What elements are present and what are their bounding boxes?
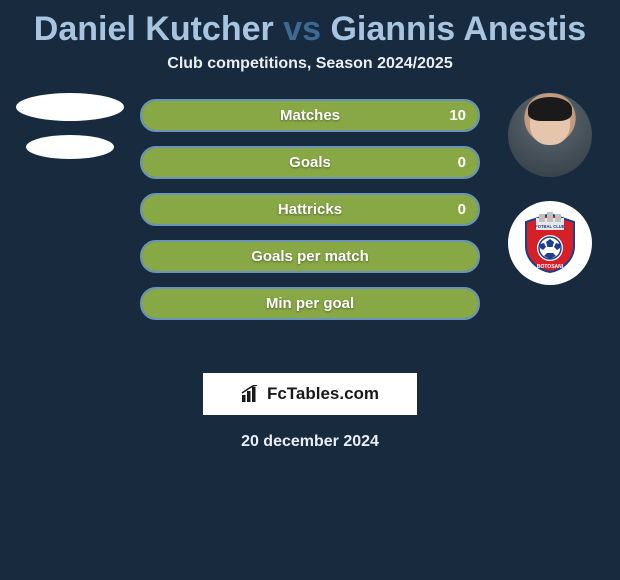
player1-name: Daniel Kutcher xyxy=(34,10,274,48)
stat-bars: Matches 10 Goals 0 Hattricks 0 Goals per… xyxy=(140,99,480,320)
stat-value-right: 0 xyxy=(446,148,478,177)
branding-text: FcTables.com xyxy=(267,384,379,404)
right-avatar-column: FOTBAL CLUB BOTOSANI xyxy=(480,93,620,285)
club1-placeholder-ellipse xyxy=(26,135,114,159)
stat-label: Goals per match xyxy=(142,242,478,271)
stat-row: Min per goal xyxy=(140,287,480,320)
left-avatar-column xyxy=(0,93,140,159)
footer-date: 20 december 2024 xyxy=(0,433,620,451)
branding-box: FcTables.com xyxy=(203,373,417,415)
stat-label: Matches xyxy=(142,101,478,130)
player1-placeholder-ellipse xyxy=(16,93,124,121)
stat-row: Goals per match xyxy=(140,240,480,273)
stat-value-right xyxy=(454,289,478,318)
page-title: Daniel Kutcher vs Giannis Anestis xyxy=(0,0,620,55)
subtitle: Club competitions, Season 2024/2025 xyxy=(0,55,620,73)
shield-icon: FOTBAL CLUB BOTOSANI xyxy=(522,212,578,274)
stat-value-right: 0 xyxy=(446,195,478,224)
vs-word: vs xyxy=(283,10,321,48)
stat-label: Min per goal xyxy=(142,289,478,318)
player2-photo xyxy=(508,93,592,177)
badge-bottom-text: BOTOSANI xyxy=(537,264,564,270)
stat-row: Goals 0 xyxy=(140,146,480,179)
badge-top-text: FOTBAL CLUB xyxy=(535,224,565,229)
stat-label: Hattricks xyxy=(142,195,478,224)
stat-row: Matches 10 xyxy=(140,99,480,132)
player2-name: Giannis Anestis xyxy=(330,10,586,48)
stat-label: Goals xyxy=(142,148,478,177)
bar-chart-icon xyxy=(241,385,261,403)
stats-panel: FOTBAL CLUB BOTOSANI Matches 10 Goals 0 … xyxy=(0,99,620,359)
stat-value-right: 10 xyxy=(437,101,478,130)
stat-value-right xyxy=(454,242,478,271)
stat-row: Hattricks 0 xyxy=(140,193,480,226)
club2-badge: FOTBAL CLUB BOTOSANI xyxy=(508,201,592,285)
